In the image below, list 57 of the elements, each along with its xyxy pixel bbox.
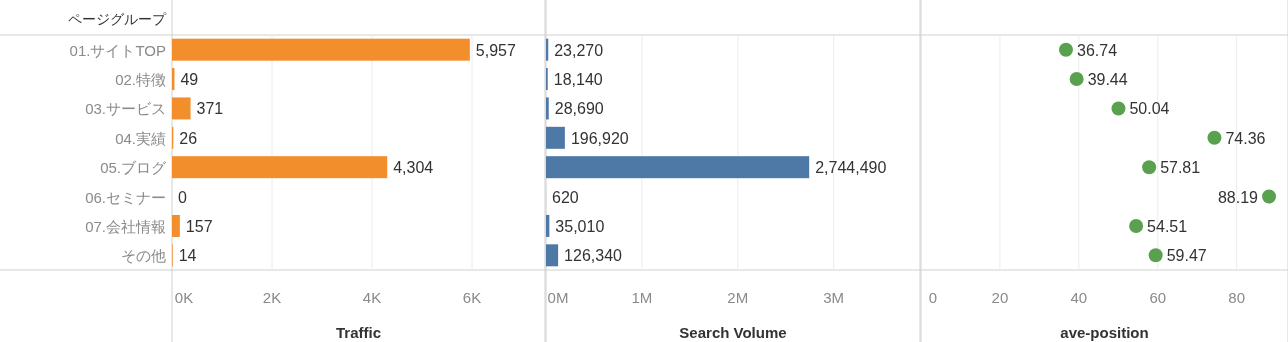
point (1129, 218, 1144, 233)
data-label: 620 (552, 188, 579, 206)
y-axis-title: ページグループ (68, 11, 167, 27)
x-tick-label: 2K (262, 289, 282, 306)
data-label: 74.36 (1225, 129, 1266, 147)
y-tick-label: 07.会社情報 (85, 217, 166, 235)
data-label: 5,957 (475, 41, 516, 59)
y-tick-label: 02.特徴 (115, 71, 166, 89)
data-label: 88.19 (1217, 188, 1259, 206)
x-tick-label: 60 (1149, 289, 1167, 306)
data-label: 157 (185, 217, 213, 235)
data-label: 4,304 (393, 159, 434, 177)
point (1069, 72, 1084, 87)
y-tick-label: 01.サイトTOP (69, 41, 166, 59)
data-label: 26 (179, 129, 198, 147)
data-label: 371 (196, 100, 224, 118)
x-axis-title: ave-position (1060, 324, 1149, 341)
data-label: 50.04 (1129, 100, 1170, 118)
point (1148, 248, 1163, 263)
x-tick-label: 80 (1228, 289, 1246, 306)
data-label: 28,690 (554, 100, 604, 118)
data-label: 14 (178, 247, 197, 265)
x-tick-label: 6K (462, 289, 482, 306)
x-tick-label: 20 (991, 289, 1009, 306)
point (1207, 130, 1222, 145)
data-label: 39.44 (1087, 71, 1128, 89)
data-label: 196,920 (570, 129, 629, 147)
x-tick-label: 0M (547, 289, 569, 306)
x-tick-label: 0K (174, 289, 194, 306)
data-label: 49 (180, 71, 199, 89)
x-tick-label: 40 (1070, 289, 1088, 306)
data-label: 2,744,490 (815, 159, 887, 177)
x-axis-title: Search Volume (679, 324, 787, 341)
y-tick-label: 05.ブログ (100, 159, 167, 177)
y-tick-label: 04.実績 (115, 129, 166, 147)
x-tick-label: 2M (727, 289, 749, 306)
point (1262, 189, 1277, 204)
x-tick-label: 0 (928, 289, 938, 306)
data-label: 54.51 (1147, 217, 1188, 235)
data-label: 0 (178, 188, 187, 206)
x-tick-label: 4K (362, 289, 382, 306)
point (1058, 42, 1073, 57)
point (1111, 101, 1126, 116)
x-tick-label: 1M (631, 289, 653, 306)
data-label: 126,340 (564, 247, 623, 265)
y-tick-label: 06.セミナー (85, 188, 166, 206)
x-axis-title: Traffic (335, 324, 382, 341)
y-tick-label: その他 (121, 247, 166, 265)
data-label: 18,140 (553, 71, 603, 89)
x-tick-label: 3M (823, 289, 845, 306)
point (1142, 160, 1157, 175)
data-label: 57.81 (1160, 159, 1201, 177)
data-label: 36.74 (1076, 41, 1118, 59)
y-tick-label: 03.サービス (85, 100, 166, 118)
data-label: 35,010 (555, 217, 605, 235)
data-label: 23,270 (554, 41, 604, 59)
data-label: 59.47 (1166, 247, 1207, 265)
